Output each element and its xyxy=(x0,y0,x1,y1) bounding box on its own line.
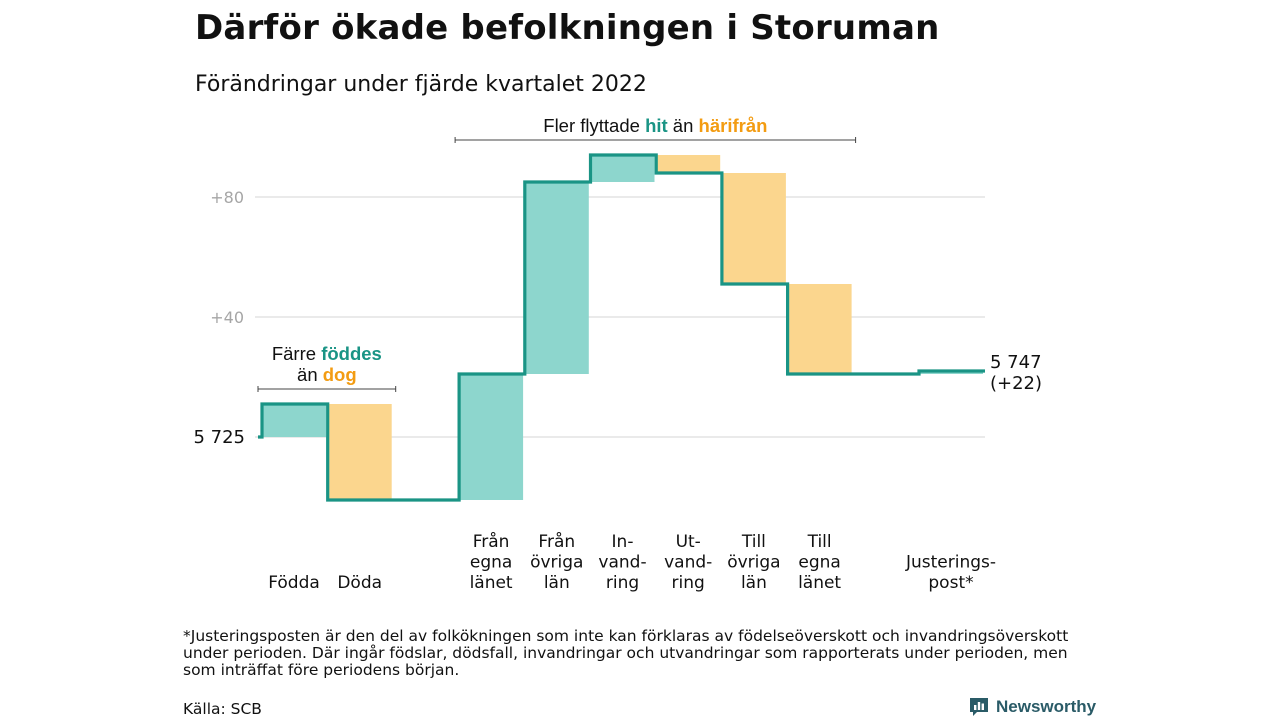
bar xyxy=(524,182,589,374)
footnote: *Justeringsposten är den del av folkökni… xyxy=(183,627,1069,679)
category-label: Justerings-post* xyxy=(905,553,996,594)
category-label: Döda xyxy=(337,573,382,593)
step-line xyxy=(258,153,985,502)
bar xyxy=(590,155,655,182)
bar xyxy=(721,173,786,284)
category-label: Från egna länet xyxy=(470,531,513,593)
category-label: Till egna länet xyxy=(798,532,841,593)
category-label: Från övriga län xyxy=(530,531,583,593)
y-tick-label: +40 xyxy=(210,308,244,327)
category-label: In-vand-ring xyxy=(598,532,646,593)
bar xyxy=(459,374,524,500)
source-note: Källa: SCB xyxy=(183,700,262,718)
annotation-text: Färre föddes xyxy=(272,343,382,364)
waterfall-chart: +40 +80 5 725 5 747(+22) Födda Döda Från egna lä… xyxy=(193,115,1042,594)
category-label: Födda xyxy=(268,573,320,593)
category-label: Till övriga län xyxy=(727,532,780,593)
newsworthy-logo: Newsworthy xyxy=(968,696,1096,718)
annotation-text: Fler flyttade hit än härifrån xyxy=(543,115,767,136)
logo-text: Newsworthy xyxy=(996,697,1097,716)
end-value-label: 5 747 xyxy=(990,352,1042,373)
bar xyxy=(262,404,326,437)
bar xyxy=(787,284,852,374)
chart-subtitle: Förändringar under fjärde kvartalet 2022 xyxy=(195,72,647,97)
start-value-label: 5 725 xyxy=(193,427,245,448)
chart-title: Därför ökade befolkningen i Storuman xyxy=(195,8,940,48)
y-tick-label: +80 xyxy=(210,188,244,207)
bar xyxy=(656,155,721,173)
newsworthy-logo-icon xyxy=(970,698,988,716)
category-label: Ut-vand-ring xyxy=(664,532,712,593)
end-change-label: (+22) xyxy=(990,373,1042,394)
bar xyxy=(327,404,392,500)
annotation-text: än dog xyxy=(297,364,357,385)
